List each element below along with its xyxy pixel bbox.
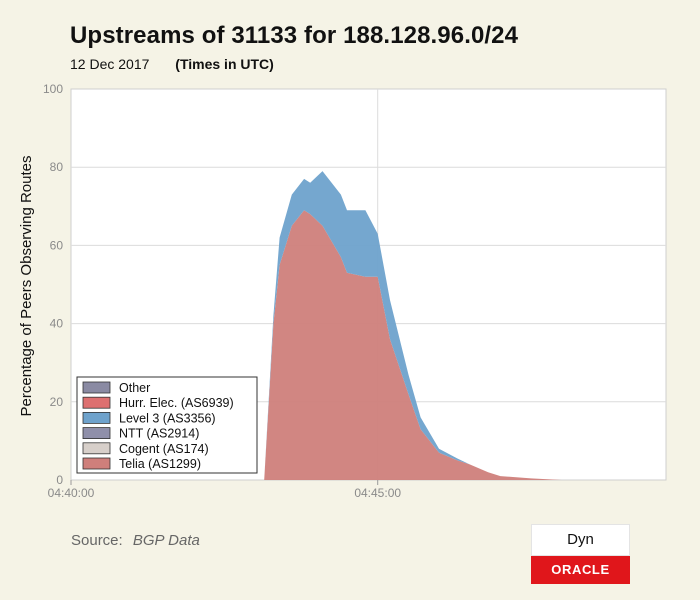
legend-swatch	[82, 442, 111, 455]
legend-label: Level 3 (AS3356)	[119, 411, 216, 425]
y-tick-label: 40	[50, 317, 64, 331]
legend-swatch	[82, 411, 111, 424]
series-areas	[261, 171, 666, 480]
legend-swatch	[82, 427, 111, 440]
source-name: BGP Data	[132, 532, 200, 549]
legend-label: Hurr. Elec. (AS6939)	[119, 396, 234, 410]
legend-label: NTT (AS2914)	[119, 427, 199, 441]
area-series-0	[261, 210, 666, 480]
y-tick-label: 100	[43, 82, 63, 96]
x-axis-ticks: 04:40:00 04:45:00	[48, 480, 401, 500]
chart-date: 12 Dec 2017	[70, 56, 150, 72]
source-label: Source:	[71, 532, 123, 549]
x-tick-label: 04:40:00	[48, 486, 95, 500]
chart-timezone: (Times in UTC)	[175, 56, 274, 72]
legend-label: Cogent (AS174)	[119, 442, 209, 456]
legend-swatch	[82, 396, 111, 409]
legend-label: Other	[119, 381, 150, 395]
y-tick-label: 0	[56, 473, 63, 487]
chart-title: Upstreams of 31133 for 188.128.96.0/24	[70, 22, 519, 49]
y-axis-ticks: 0 20 40 60 80 100	[43, 82, 63, 487]
y-axis-label: Percentage of Peers Observing Routes	[18, 156, 35, 417]
dyn-oracle-logo: Dyn ORACLE	[531, 524, 630, 584]
chart-subtitle: 12 Dec 2017 (Times in UTC)	[70, 56, 274, 72]
oracle-logo: ORACLE	[531, 556, 630, 584]
y-tick-label: 80	[50, 160, 64, 174]
source-note: Source: BGP Data	[71, 532, 200, 549]
legend-swatch	[82, 381, 111, 394]
dyn-logo: Dyn	[531, 524, 630, 556]
area-series-3	[261, 171, 666, 480]
x-tick-label: 04:45:00	[354, 486, 401, 500]
y-tick-label: 60	[50, 238, 64, 252]
legend-swatch	[82, 457, 111, 470]
y-tick-label: 20	[50, 395, 64, 409]
legend-label: Telia (AS1299)	[119, 457, 201, 471]
